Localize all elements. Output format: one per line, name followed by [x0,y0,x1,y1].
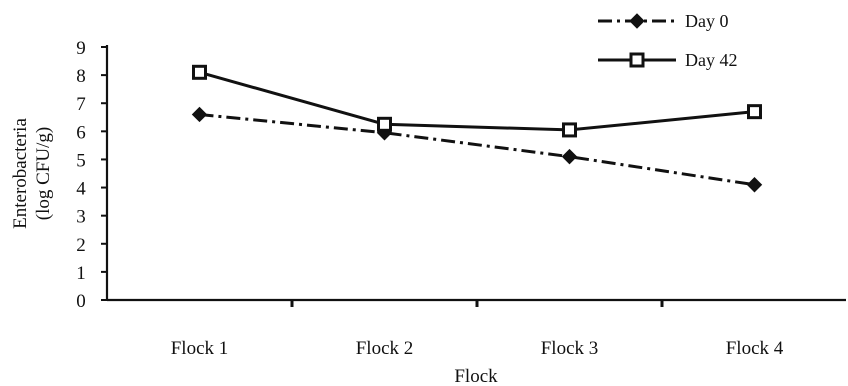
data-point-square [377,116,392,132]
series-day-0 [191,106,763,193]
x-tick-label: Flock 2 [356,338,414,359]
y-tick-label: 7 [76,94,86,115]
y-tick-label: 3 [76,207,86,228]
data-point-diamond [629,13,645,29]
data-point-square [562,122,577,138]
series-line [199,70,755,132]
series-layer [191,64,763,193]
x-axis-title: Flock [454,366,498,386]
y-axis-title-line: (log CFU/g) [33,127,54,220]
y-ticks: 0 1 2 3 4 5 6 7 8 9 [76,38,107,312]
legend: Day 0 Day 42 [598,11,738,70]
y-tick-label: 6 [76,122,86,143]
legend-label: Day 0 [685,11,729,31]
data-point-diamond [746,177,763,193]
y-axis-title-line: Enterobacteria [10,118,31,229]
data-point-diamond [191,106,208,123]
y-tick-label: 1 [76,263,86,284]
y-tick-label: 0 [76,291,86,312]
x-tick-label: Flock 4 [726,338,784,359]
y-tick-label: 5 [76,150,86,171]
series-line [199,112,755,187]
chart-axes [105,45,846,302]
data-point-square [747,104,762,120]
data-point-square [629,52,645,68]
data-point-diamond [561,148,578,165]
x-ticks: Flock 1 Flock 2 Flock 3 Flock 4 [171,300,784,359]
y-axis-title: Enterobacteria (log CFU/g) [10,118,54,229]
y-tick-label: 2 [76,235,86,256]
data-point-square [192,64,207,80]
x-tick-label: Flock 3 [541,338,599,359]
y-tick-label: 8 [76,66,86,87]
x-tick-label: Flock 1 [171,338,229,359]
legend-label: Day 42 [685,50,738,70]
y-tick-label: 9 [76,38,86,59]
series-day-42 [192,64,762,138]
y-tick-label: 4 [76,179,86,200]
